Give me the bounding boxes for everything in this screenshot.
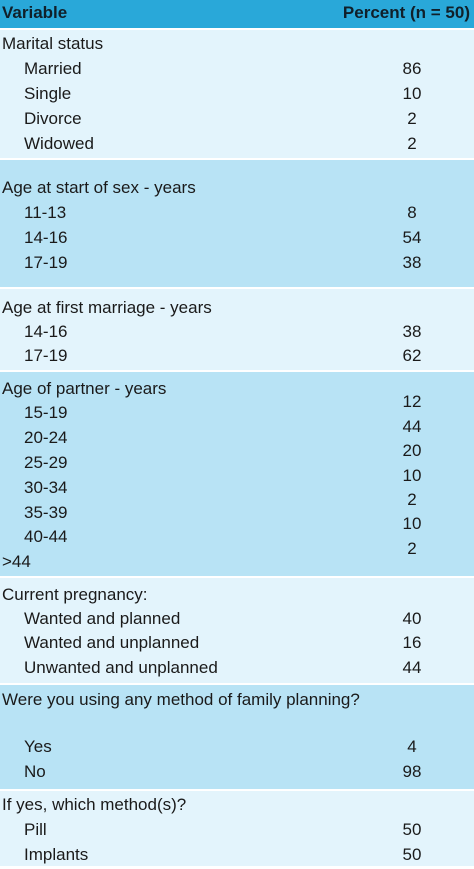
- row-value: 10: [402, 84, 422, 103]
- divider: [0, 683, 474, 685]
- row-value: 40: [402, 609, 422, 628]
- row-label: Divorce: [24, 109, 82, 128]
- row-value: 54: [402, 228, 422, 247]
- row-label: 14-16: [24, 322, 68, 341]
- table-row: Wanted and planned 40: [0, 609, 474, 633]
- row-label: 20-24: [24, 428, 68, 447]
- row-label: Widowed: [24, 134, 94, 153]
- header-variable: Variable: [2, 3, 68, 22]
- table-row: 14-16 54: [0, 228, 474, 252]
- row-label: Wanted and planned: [24, 609, 181, 628]
- section-title: Age at start of sex - years: [2, 178, 196, 197]
- section-methods: If yes, which method(s)? Pill 50 Implant…: [0, 791, 474, 866]
- table-row: Married 86: [0, 59, 474, 83]
- section-age-start-sex: Age at start of sex - years 11-13 8 14-1…: [0, 160, 474, 287]
- table-row: Yes 4: [0, 737, 474, 761]
- divider: [0, 789, 474, 791]
- section-current-pregnancy: Current pregnancy: Wanted and planned 40…: [0, 578, 474, 683]
- row-value: 98: [402, 762, 422, 781]
- row-label: 40-44: [24, 527, 68, 546]
- table-row: Divorce 2: [0, 109, 474, 133]
- row-value: 10: [402, 466, 422, 485]
- row-value: 2: [407, 539, 417, 558]
- header-percent: Percent (n = 50): [342, 3, 470, 22]
- row-label: Unwanted and unplanned: [24, 658, 218, 677]
- row-label: 15-19: [24, 403, 68, 422]
- row-label: Wanted and unplanned: [24, 633, 200, 652]
- row-value: 8: [407, 203, 417, 222]
- row-label: Implants: [24, 845, 89, 864]
- row-label: Pill: [24, 820, 47, 839]
- row-value: 44: [402, 417, 422, 436]
- divider: [0, 158, 474, 160]
- row-value: 50: [402, 820, 422, 839]
- row-label: 30-34: [24, 478, 68, 497]
- section-title: Marital status: [2, 34, 104, 53]
- row-value: 38: [402, 253, 422, 272]
- section-title: Age at first marriage - years: [2, 298, 212, 317]
- table-row: 11-13 8: [0, 203, 474, 227]
- row-label: 11-13: [24, 203, 67, 222]
- divider: [0, 287, 474, 289]
- divider: [0, 28, 474, 30]
- row-value: 20: [402, 441, 422, 460]
- divider: [0, 576, 474, 578]
- table-row: 17-19 62: [0, 346, 474, 370]
- table-row: 17-19 38: [0, 253, 474, 277]
- row-value: 16: [402, 633, 422, 652]
- table-row: Implants 50: [0, 845, 474, 869]
- section-title: If yes, which method(s)?: [2, 795, 187, 814]
- table-row: Pill 50: [0, 820, 474, 844]
- row-value: 50: [402, 845, 422, 864]
- section-title: Age of partner - years: [2, 379, 167, 398]
- row-value: 10: [402, 514, 422, 533]
- row-value: 38: [402, 322, 422, 341]
- row-value: 44: [402, 658, 422, 677]
- row-label: 17-19: [24, 346, 68, 365]
- row-label: Yes: [24, 737, 52, 756]
- row-label: 25-29: [24, 453, 68, 472]
- section-age-first-marriage: Age at first marriage - years 14-16 38 1…: [0, 289, 474, 370]
- row-label: 35-39: [24, 503, 68, 522]
- row-value: 2: [407, 109, 417, 128]
- section-title: Current pregnancy:: [2, 585, 148, 604]
- row-value: 2: [407, 490, 417, 509]
- row-label: >44: [2, 552, 31, 571]
- row-label: Married: [24, 59, 82, 78]
- table-row: Wanted and unplanned 16: [0, 633, 474, 657]
- table-row: No 98: [0, 762, 474, 786]
- section-age-partner: Age of partner - years 15-19 20-24 25-29…: [0, 372, 474, 576]
- row-value: 62: [402, 346, 422, 365]
- table-row: 14-16 38: [0, 322, 474, 346]
- row-label: 17-19: [24, 253, 68, 272]
- row-value: 2: [407, 134, 417, 153]
- section-family-planning: Were you using any method of family plan…: [0, 685, 474, 789]
- row-value: 86: [402, 59, 422, 78]
- section-title: Were you using any method of family plan…: [2, 690, 360, 709]
- table-row: Unwanted and unplanned 44: [0, 658, 474, 682]
- row-label: Single: [24, 84, 72, 103]
- row-label: 14-16: [24, 228, 68, 247]
- divider: [0, 370, 474, 372]
- table-header: Variable Percent (n = 50): [0, 0, 474, 28]
- section-marital-status: Marital status Married 86 Single 10 Divo…: [0, 30, 474, 158]
- row-value: 12: [402, 392, 422, 411]
- table-row: Single 10: [0, 84, 474, 108]
- row-label: No: [24, 762, 46, 781]
- row-value: 4: [407, 737, 417, 756]
- table-row: Widowed 2: [0, 134, 474, 158]
